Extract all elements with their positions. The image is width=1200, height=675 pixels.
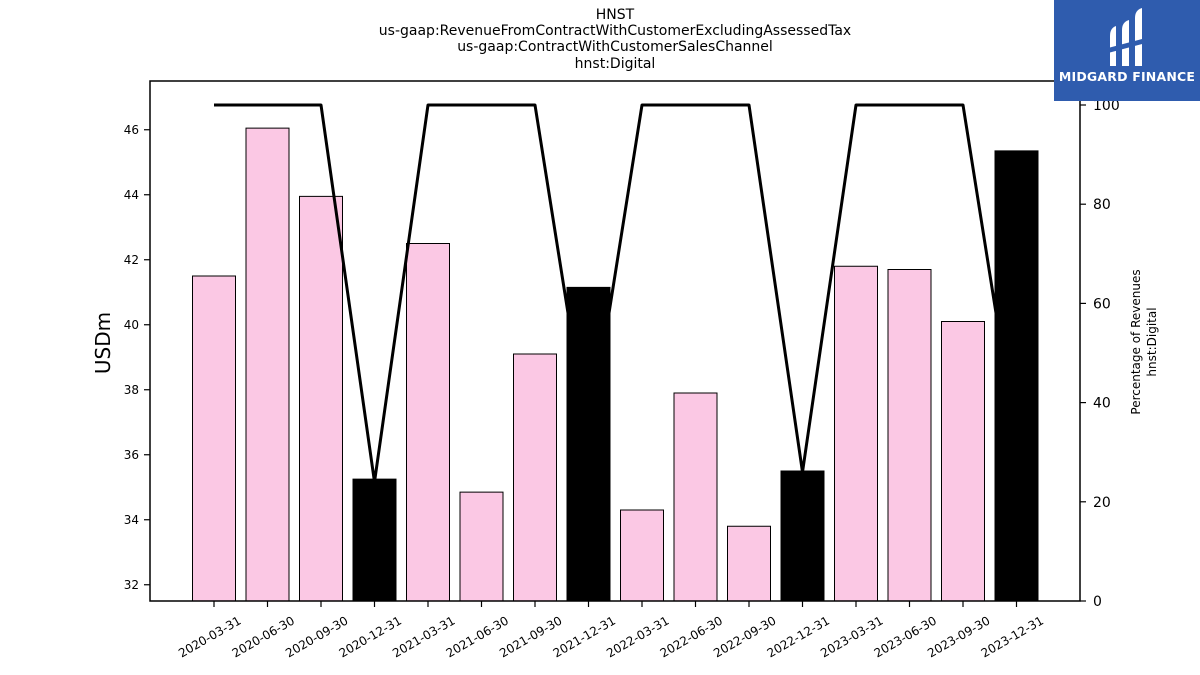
y2-tick-label: 20	[1093, 495, 1111, 511]
chart-title-line2: us-gaap:RevenueFromContractWithCustomerE…	[378, 23, 852, 39]
y-tick-label: 42	[124, 253, 139, 267]
y2-tick-label: 0	[1093, 594, 1102, 610]
bar	[994, 150, 1039, 602]
y2-tick-label: 80	[1093, 197, 1111, 213]
axes: 32343638404244460204060801002020-03-3120…	[124, 80, 1120, 660]
y-tick-label: 38	[124, 383, 139, 397]
plot-frame	[149, 80, 1081, 602]
y-tick-label: 34	[124, 513, 139, 527]
bar-group	[192, 127, 1039, 602]
percentage-line	[214, 103, 1018, 484]
y2-axis-label-line1: Percentage of Revenues	[1129, 269, 1143, 414]
y-tick-label: 36	[124, 448, 139, 462]
bar	[727, 525, 771, 602]
midgard-logo-icon	[1108, 8, 1146, 66]
bar	[352, 478, 397, 602]
bar	[245, 127, 290, 602]
chart-title-line3: us-gaap:ContractWithCustomerSalesChannel	[457, 39, 773, 55]
y-tick-label: 44	[124, 188, 139, 202]
bar	[513, 353, 557, 602]
bar	[566, 286, 611, 602]
chart-title-line1: HNST	[595, 7, 635, 23]
midgard-finance-logo: MIDGARD FINANCE	[1054, 0, 1200, 101]
y-axis-label: USDm	[91, 312, 115, 374]
y-tick-label: 40	[124, 318, 139, 332]
bar	[887, 269, 932, 602]
bar	[406, 243, 450, 602]
bar	[834, 265, 878, 602]
bar	[620, 509, 664, 602]
bar	[780, 470, 825, 602]
y-tick-label: 46	[124, 123, 139, 137]
y-tick-label: 32	[124, 578, 139, 592]
logo-text: MIDGARD FINANCE	[1058, 69, 1196, 84]
y2-tick-label: 60	[1093, 296, 1111, 312]
y2-tick-label: 100	[1093, 98, 1120, 114]
bar	[459, 491, 504, 602]
bar	[673, 392, 718, 602]
y2-tick-label: 40	[1093, 396, 1111, 412]
bar	[192, 275, 236, 602]
percentage-line-group	[214, 103, 1018, 484]
bar	[299, 195, 343, 602]
y2-axis-label-line2: hnst:Digital	[1145, 307, 1159, 376]
bar	[941, 321, 985, 602]
chart-title-line4: hnst:Digital	[574, 56, 656, 72]
